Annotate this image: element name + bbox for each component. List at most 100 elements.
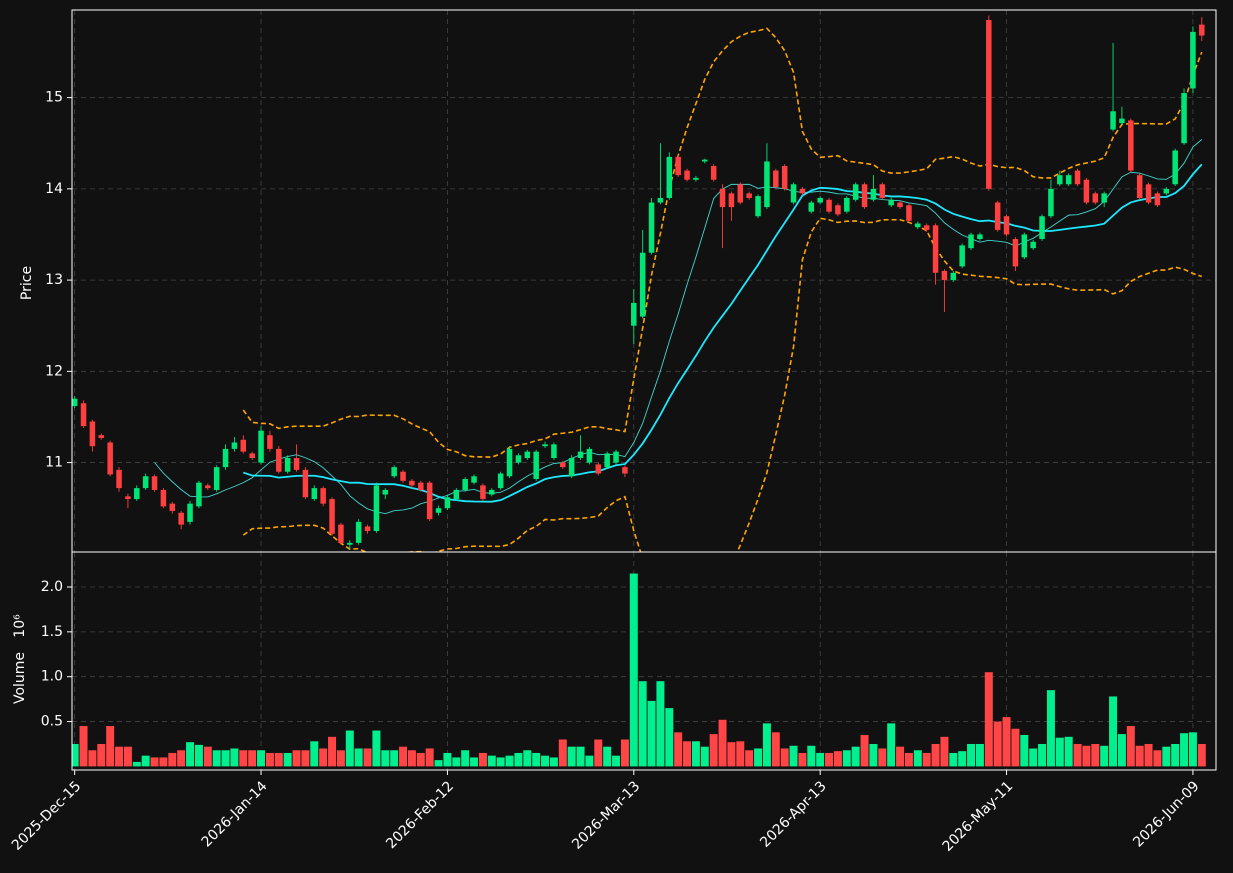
candle-body [1065,175,1072,185]
candle-body [1163,188,1170,194]
volume-bar [487,755,496,767]
volume-bar [922,752,931,767]
volume-bar [1002,717,1011,767]
volume-bar [816,752,825,767]
candle-body [373,485,380,532]
candle-body [400,471,406,481]
candle-body [577,451,584,459]
candle-body [258,430,264,463]
volume-bar [88,750,97,767]
volume-bar [1144,743,1153,767]
volume-bar [399,746,408,767]
volume-bar [967,743,976,767]
volume-bar [780,748,789,767]
candle-body [1012,239,1019,267]
volume-bar [106,726,115,767]
volume-bar [647,700,656,767]
volume-bar [629,573,638,767]
candle-body [311,488,318,500]
candle-body [222,448,229,468]
candle-body [426,482,433,520]
volume-bar [363,748,372,767]
candle-body [338,524,344,543]
volume-bar [603,746,612,767]
candle-body [764,161,770,208]
volume-bar [478,752,487,767]
volume-bar [301,750,310,767]
volume-bar [328,736,337,767]
volume-bar [443,752,452,767]
volume-bar [620,739,629,767]
volume-bar [1064,736,1073,767]
volume-bar [656,681,665,767]
candle-body [391,467,397,477]
candle-body [994,202,1001,230]
volume-bar [896,746,905,767]
candle-body [418,482,424,490]
candle-body [657,197,664,203]
volume-bar [292,750,301,767]
candle-body [480,485,486,500]
candle-body [231,442,238,449]
bollinger-upper [242,27,1203,458]
candle-body [1030,241,1036,249]
candle-body [276,448,282,472]
candle-body [702,159,708,162]
candle-body [1145,184,1152,203]
candle-body [72,398,78,407]
volume-bar [505,755,514,767]
volume-bar [523,750,532,767]
volume-bar [310,741,319,767]
candle-body [861,184,868,208]
candle-body [284,458,291,472]
candle-body [835,205,841,215]
candle-body [666,156,673,198]
candle-body [178,512,184,525]
volume-bar [496,757,505,767]
volume-bar [97,743,106,767]
candle-body [719,188,726,208]
volume-bar [567,746,576,767]
candle-body [249,453,255,459]
candle-body [453,489,460,500]
y-tick-label: 13 [45,272,63,288]
volume-bar [532,752,541,767]
candle-body [347,542,353,545]
y-axis-label: Price [19,266,35,300]
volume-bar [72,743,79,767]
volume-bar [132,761,141,767]
candle-body [888,199,894,206]
volume-bar [887,723,896,767]
candle-body [648,202,655,253]
volume-bar [736,741,745,767]
volume-bar [248,750,257,767]
volume-bar [470,757,479,767]
volume-bar [425,748,434,767]
volume-bar [585,755,594,767]
price-panel [72,10,1216,552]
candle-body [622,467,628,474]
candle-body [515,455,522,463]
candle-body [870,188,877,200]
candle-body [1154,193,1161,206]
candle-body [320,488,326,504]
volume-bar [381,750,390,767]
volume-bar [771,732,780,767]
candle-body [506,448,513,477]
candle-body [631,302,637,326]
volume-bar [842,750,851,767]
candle-body [977,234,983,240]
candle-body [80,403,87,427]
volume-axis-label: Volume [12,652,28,704]
candle-body [355,521,362,543]
candle-body [844,197,850,212]
candle-body [1181,93,1187,144]
volume-bar [1117,734,1126,767]
volume-bar [549,757,558,767]
candle-body [950,272,957,281]
volume-bar [958,751,967,767]
volume-bar [807,745,816,767]
candle-body [551,444,557,459]
moving-average-short [154,139,1203,515]
volume-bar [1055,737,1064,767]
